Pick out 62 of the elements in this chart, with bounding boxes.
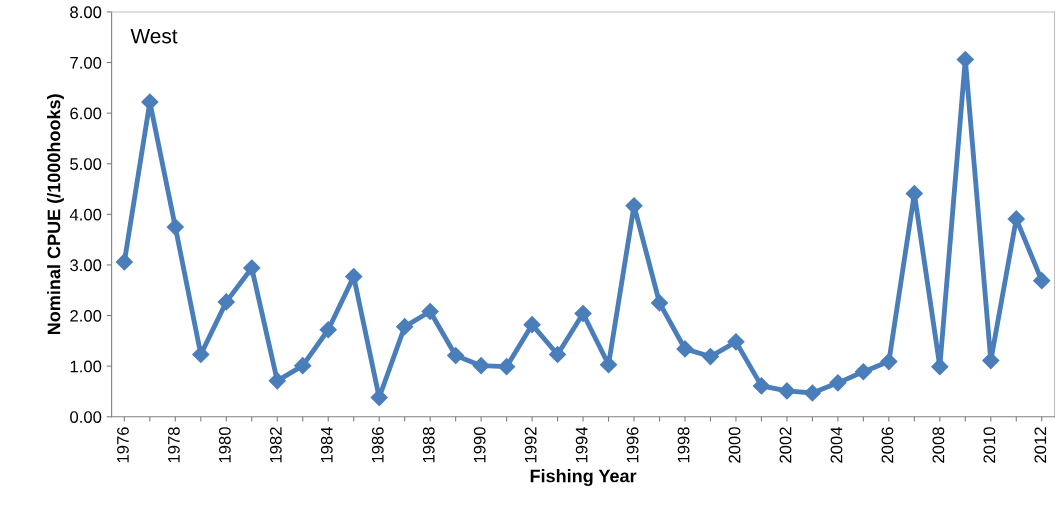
point	[574, 304, 592, 323]
y-tick-label: 7.00	[70, 56, 102, 69]
point	[549, 345, 567, 364]
x-tick-label: 1998	[677, 427, 690, 463]
x-axis-title: Fishing Year	[530, 469, 637, 487]
point	[268, 372, 286, 390]
point	[982, 352, 1000, 370]
x-tick-label: 1992	[524, 427, 537, 463]
point	[421, 302, 439, 321]
x-tick-label: 2006	[881, 427, 894, 463]
y-tick-label: 6.00	[70, 107, 102, 120]
point	[803, 384, 821, 402]
y-tick-label: 2.00	[70, 309, 102, 322]
point	[1033, 272, 1051, 290]
y-tick-label: 8.00	[70, 6, 102, 19]
x-tick-label: 2004	[830, 426, 843, 463]
point	[676, 340, 694, 358]
point	[192, 345, 210, 364]
point	[727, 333, 745, 351]
point	[396, 318, 414, 336]
x-tick-label: 1994	[575, 426, 588, 463]
y-tick-label: 3.00	[70, 259, 102, 272]
x-tick-label: 2008	[932, 427, 945, 463]
point	[752, 377, 770, 395]
y-axis-title: Nominal CPUE (/1000hooks)	[47, 94, 64, 335]
x-tick-label: 2002	[779, 427, 792, 463]
point	[778, 382, 796, 400]
y-tick-label: 0.00	[70, 411, 102, 423]
point	[854, 363, 872, 381]
point	[345, 268, 363, 286]
x-tick-label: 1996	[626, 427, 639, 463]
x-tick-label: 1978	[168, 427, 180, 463]
point	[599, 356, 618, 374]
point	[294, 357, 312, 375]
point	[498, 358, 516, 376]
x-tick-label: 2010	[983, 427, 996, 463]
point	[829, 374, 847, 392]
point	[166, 218, 184, 236]
x-tick-label: 2012	[1034, 427, 1047, 463]
point	[115, 253, 133, 271]
x-tick-label: 2000	[728, 427, 741, 463]
point	[880, 353, 898, 371]
x-tick-label: 1982	[269, 427, 282, 463]
point	[701, 347, 720, 366]
point	[472, 357, 490, 375]
x-tick-label: 1976	[117, 427, 129, 463]
point	[217, 293, 235, 311]
point	[650, 294, 669, 312]
point	[523, 316, 541, 334]
y-tick-label: 1.00	[70, 360, 102, 373]
x-tick-label: 1988	[422, 427, 435, 463]
x-tick-label: 1986	[371, 427, 384, 463]
point	[319, 321, 337, 339]
x-tick-label: 1980	[218, 427, 231, 463]
x-tick-label: 1990	[473, 427, 486, 463]
point	[243, 259, 261, 277]
y-tick-label: 4.00	[69, 208, 102, 221]
point	[931, 358, 949, 376]
annotation: West	[130, 28, 178, 44]
y-tick-label: 5.00	[70, 158, 102, 170]
x-tick-label: 1984	[320, 426, 333, 463]
point	[447, 346, 465, 365]
